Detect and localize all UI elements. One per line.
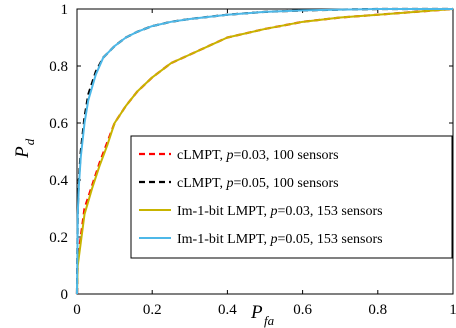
y-tick-label: 0 [61,287,69,303]
y-tick-label: 1 [61,2,69,18]
y-tick-label: 0.4 [49,173,68,189]
plot-frame [76,8,454,295]
x-tick-label: 0 [73,302,81,318]
legend-label-4: Im-1-bit LMPT, p=0.05, 153 sensors [177,232,383,247]
x-tick-label: 1 [449,302,456,318]
series-line-3 [76,8,454,295]
series-layer [75,7,454,295]
x-tick-label: 0.4 [218,302,237,318]
y-tick-label: 0.2 [49,230,68,246]
y-tick-label: 0.8 [49,59,68,75]
legend-label-2: cLMPT, p=0.05, 100 sensors [177,176,339,191]
y-axis-subscript: d [22,138,37,145]
series-line-4 [76,8,453,295]
legend-label-3: Im-1-bit LMPT, p=0.03, 153 sensors [177,204,383,219]
x-axis-title: P [250,302,263,323]
x-axis-label: P fa [250,302,275,328]
plot-area: 0 0.2 0.4 0.6 0.8 1 0 0.2 0.4 0.6 0.8 1 [49,2,456,318]
x-tick-label: 0.6 [293,302,312,318]
x-tick-label: 0.8 [368,302,387,318]
legend: cLMPT, p=0.03, 100 sensors cLMPT, p=0.05,… [130,135,453,259]
y-axis-label: P d [12,138,37,159]
legend-label-1: cLMPT, p=0.03, 100 sensors [177,148,339,163]
x-axis-subscript: fa [264,313,275,328]
y-axis-title: P [12,146,33,159]
axis-ticks: 0 0.2 0.4 0.6 0.8 1 0 0.2 0.4 0.6 0.8 1 [49,2,456,318]
legend-box [130,135,453,259]
x-tick-label: 0.2 [143,302,162,318]
y-tick-label: 0.6 [49,116,68,132]
